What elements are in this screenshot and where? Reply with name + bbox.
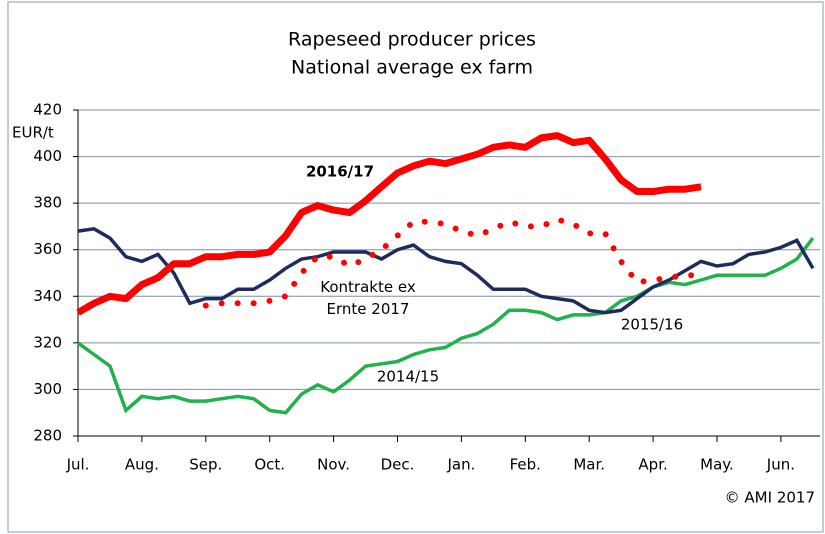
frame — [7, 1, 824, 533]
series-line — [202, 216, 704, 309]
x-tick-label: Jun. — [766, 456, 795, 474]
y-tick-label: 380 — [33, 194, 62, 212]
y-tick-label: 400 — [33, 147, 62, 165]
x-tick-label: Nov. — [317, 456, 350, 474]
source: © AMI 2017 — [725, 489, 815, 507]
series-label: 2016/17 — [306, 163, 374, 181]
x-tick-label: Oct. — [254, 456, 285, 474]
x-tick-label: Aug. — [125, 456, 159, 474]
y-tick-label: 280 — [33, 427, 62, 445]
series-label: 2014/15 — [377, 368, 439, 386]
x-tick-label: Dec. — [381, 456, 415, 474]
y-tick-label: 420 — [33, 101, 62, 119]
y-tick-label: 300 — [33, 380, 62, 398]
series-line — [77, 226, 815, 315]
y-tick-label: 360 — [33, 240, 62, 258]
x-tick-label: Jan. — [446, 456, 475, 474]
y-tick-label: 340 — [33, 287, 62, 305]
y-tick-label: 320 — [33, 333, 62, 351]
x-tick-label: Mar. — [573, 456, 605, 474]
x-tick-label: Feb. — [510, 456, 541, 474]
series-line — [76, 237, 815, 415]
series-line — [76, 132, 702, 316]
x-tick-label: Sep. — [189, 456, 222, 474]
series-label: Kontrakte ex Ernte 2017 — [320, 278, 416, 318]
x-tick-label: Apr. — [638, 456, 667, 474]
series-label: 2015/16 — [621, 316, 683, 334]
x-tick-label: Jul. — [66, 456, 90, 474]
chart-subtitle: National average ex farm — [291, 57, 533, 79]
chart-title: Rapeseed producer prices — [288, 29, 536, 51]
y-axis-label: EUR/t — [12, 124, 54, 142]
x-tick-label: May. — [700, 456, 734, 474]
